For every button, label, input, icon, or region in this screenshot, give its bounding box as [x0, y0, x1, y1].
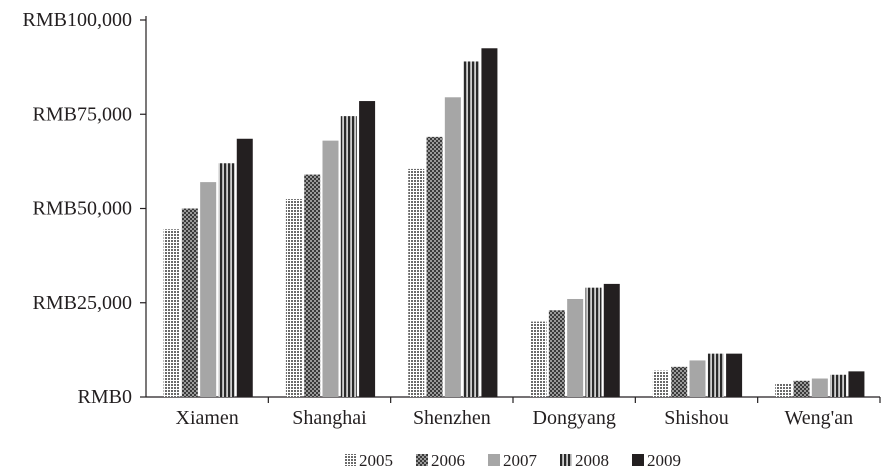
legend: 2005 2006 2007 2008 2009	[344, 451, 681, 470]
axis-labels: RMB0 RMB25,000 RMB50,000 RMB75,000 RMB100,00…	[23, 9, 854, 429]
bar-2009-weng-an	[848, 371, 865, 397]
x-category-label: Shishou	[664, 407, 728, 429]
axes	[140, 16, 881, 403]
bar-2007-shanghai	[322, 140, 339, 397]
bar-2009-shanghai	[359, 101, 376, 398]
bar-2008-shenzhen	[463, 61, 480, 397]
bar-2006-shanghai	[304, 174, 321, 397]
x-category-label: Shanghai	[292, 407, 367, 429]
bar-2009-xiamen	[236, 138, 253, 397]
bar-2006-weng-an	[793, 380, 810, 397]
y-tick-label: RMB50,000	[33, 198, 132, 220]
legend-label: 2008	[575, 451, 609, 470]
y-tick-label: RMB0	[78, 386, 132, 408]
legend-label: 2009	[647, 451, 681, 470]
bar-2009-shishou	[726, 353, 743, 397]
bar-2007-weng-an	[811, 378, 828, 397]
bar-2009-dongyang	[603, 283, 620, 397]
y-tick-label: RMB75,000	[33, 103, 132, 125]
legend-label: 2005	[359, 451, 393, 470]
bar-2005-shanghai	[285, 199, 302, 397]
y-tick-label: RMB25,000	[33, 292, 132, 314]
bar-2008-xiamen	[218, 163, 235, 397]
bar-2005-shishou	[652, 370, 669, 397]
bar-2006-shishou	[671, 366, 688, 397]
bar-2005-weng-an	[775, 383, 792, 397]
bar-2008-shishou	[707, 353, 724, 397]
x-category-label: Shenzhen	[413, 407, 491, 429]
legend-swatch-2007	[488, 454, 500, 466]
legend-swatch-2005	[344, 454, 356, 466]
x-category-label: Dongyang	[533, 407, 616, 429]
bar-2008-weng-an	[830, 374, 847, 397]
bar-2005-xiamen	[163, 229, 180, 397]
y-tick-label: RMB100,000	[23, 9, 132, 31]
bar-2006-dongyang	[548, 310, 565, 397]
bar-2007-xiamen	[200, 182, 217, 397]
legend-swatch-2009	[632, 454, 644, 466]
legend-swatch-2006	[416, 454, 428, 466]
x-category-label: Xiamen	[176, 407, 239, 429]
bar-2006-xiamen	[181, 208, 198, 397]
bar-2006-shenzhen	[426, 136, 443, 397]
legend-label: 2006	[431, 451, 465, 470]
x-category-label: Weng'an	[785, 407, 854, 429]
bar-2007-dongyang	[567, 298, 584, 397]
bar-2008-shanghai	[340, 116, 357, 397]
bar-2008-dongyang	[585, 287, 602, 397]
bar-2007-shishou	[689, 360, 706, 397]
bar-2005-dongyang	[530, 321, 547, 397]
bar-2009-shenzhen	[481, 48, 498, 398]
bar-2007-shenzhen	[444, 97, 461, 397]
legend-swatch-2008	[560, 454, 572, 466]
legend-label: 2007	[503, 451, 538, 470]
bar-2005-shenzhen	[408, 168, 425, 397]
bars	[163, 48, 865, 398]
